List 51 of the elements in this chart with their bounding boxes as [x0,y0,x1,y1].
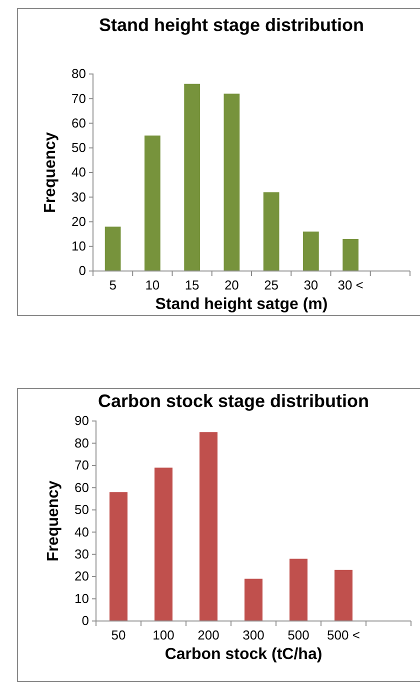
bar [104,226,121,271]
y-tick-label: 70 [74,458,89,473]
y-tick-label: 10 [72,238,86,254]
y-tick-label: 20 [72,214,86,229]
bar [144,136,160,271]
y-tick-label: 50 [72,140,86,156]
y-tick-label: 60 [74,480,89,495]
x-tick-label: 200 [198,628,220,643]
y-tick-label: 0 [78,263,86,278]
y-tick-label: 20 [74,568,89,584]
y-tick-label: 70 [72,90,86,106]
y-tick-label: 90 [74,413,89,428]
bar [290,558,308,621]
y-tick-label: 40 [72,164,86,180]
x-tick-label: 30 [304,278,318,293]
y-tick-label: 30 [72,189,86,204]
y-tick-label: 80 [72,66,86,82]
bar [244,578,262,621]
x-tick-label: 20 [224,278,239,293]
y-tick-label: 30 [74,546,89,562]
y-axis-title: Frequency [45,480,62,562]
x-tick-label: 30 < [338,278,364,293]
y-tick-label: 80 [74,435,89,450]
x-tick-label: 50 [111,628,126,643]
bar [263,192,280,271]
y-tick-label: 50 [74,502,89,518]
bar [110,492,128,621]
x-tick-label: 10 [145,278,160,293]
bar [342,238,358,271]
x-tick-label: 100 [152,628,174,643]
bar [154,468,172,621]
x-tick-label: 500 < [327,628,360,643]
x-tick-label: 5 [109,278,116,293]
x-tick-label: 500 [288,628,310,643]
x-tick-label: 15 [184,278,200,293]
y-tick-label: 60 [72,115,86,130]
x-axis-title: Stand height satge (m) [155,296,328,313]
y-axis-title: Frequency [42,132,59,213]
bar [200,432,218,621]
x-tick-label: 300 [242,628,264,643]
bar [224,94,240,271]
y-tick-label: 0 [82,613,89,628]
chart-title: Carbon stock stage distribution [98,391,370,411]
bar [334,570,352,621]
y-tick-label: 10 [74,590,89,606]
x-axis-title: Carbon stock (tC/ha) [164,646,322,663]
x-tick-label: 25 [264,278,279,293]
chart-title: Stand height stage distribution [99,15,364,35]
y-tick-label: 40 [74,524,89,540]
bar [184,84,200,271]
bar [303,232,319,271]
